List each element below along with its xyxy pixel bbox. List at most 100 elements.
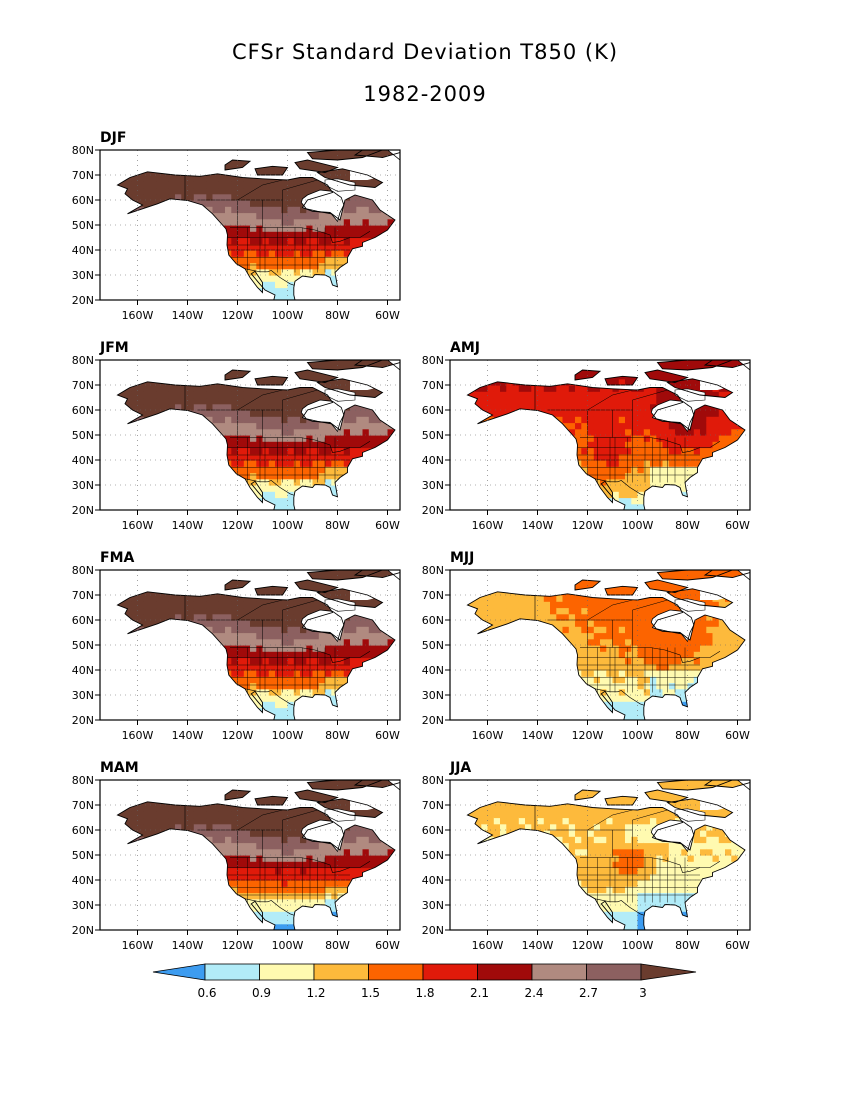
field-cell [262,256,270,264]
field-cell [268,218,276,226]
field-cell [618,422,626,430]
field-cell [318,150,326,157]
field-cell [237,193,245,201]
field-cell [131,175,139,182]
field-cell [275,695,282,702]
field-cell [256,391,264,399]
greenland [386,570,400,620]
field-cell [262,281,270,289]
field-cell [262,435,270,442]
field-cell [325,256,332,264]
field-cell [293,422,301,430]
field-cell [331,676,339,684]
field-cell [606,416,614,424]
field-cell [231,435,239,442]
field-cell [512,385,520,392]
field-cell [606,378,614,386]
field-cell [706,441,714,449]
field-cell [637,441,645,449]
y-tick-label: 70N [422,379,444,392]
field-cell [693,435,701,442]
field-cell [281,403,289,411]
field-cell [262,632,270,640]
field-cell [287,275,295,282]
field-cell [262,588,270,596]
field-cell [268,243,276,251]
field-cell [218,397,226,405]
field-cell [325,663,332,671]
greenland [386,150,400,200]
field-cell [275,422,282,430]
field-cell [337,150,345,157]
field-cell [343,447,351,455]
field-cell [256,688,264,696]
field-cell [331,682,339,690]
field-cell [262,626,270,634]
field-cell [275,193,282,201]
field-cell [306,243,314,251]
field-cell [143,175,151,182]
field-cell [287,682,295,690]
field-cell [625,435,632,442]
field-cell [256,435,264,442]
field-cell [643,428,651,436]
field-cell [287,626,295,634]
field-cell [150,193,157,201]
field-cell [243,441,251,449]
field-cell [337,441,345,449]
field-cell [312,397,320,405]
field-cell [356,626,364,634]
field-cell [287,453,295,461]
field-cell [550,391,557,399]
field-cell [275,378,282,386]
field-cell [243,472,251,480]
field-cell [375,422,382,430]
field-cell [625,410,632,417]
field-cell [293,250,301,257]
field-cell [493,403,501,411]
field-cell [256,607,264,615]
field-cell [218,206,226,214]
field-cell [237,435,245,442]
field-cell [293,435,301,442]
gridlines [450,360,750,510]
field-cell [693,410,701,417]
field-cell [381,150,389,157]
field-cell [656,372,664,380]
field-cell [600,460,607,467]
field-cell [256,262,264,270]
map-panel-djf: 160W 140W 120W 100W 80W 60W20N30N40N50N60N70N… [72,130,401,322]
field-cell [712,360,720,367]
field-cell [237,175,245,182]
field-cell [193,403,201,411]
field-cell [275,168,282,176]
field-cell [643,403,651,411]
field-cell [625,466,632,474]
x-tick-label: 120W [222,729,254,742]
field-cell [262,225,270,232]
field-cell [143,403,151,411]
field-cell [693,447,701,455]
field-cell [293,453,301,461]
field-cell [218,181,226,189]
field-cell [318,231,326,239]
field-cell [668,447,676,455]
field-cell [343,410,351,417]
field-cell [600,435,607,442]
field-cell [737,360,745,367]
field-cell [656,422,664,430]
field-cell [668,360,676,367]
field-cell [243,453,251,461]
field-cell [337,682,345,690]
field-cell [306,218,314,226]
field-cell [287,391,295,399]
field-cell [312,601,320,609]
field-cell [581,435,589,442]
field-cell [525,397,532,405]
field-cell [237,250,245,257]
field-cell [337,638,345,646]
field-cell [187,595,195,602]
field-cell [581,441,589,449]
field-cell [231,441,239,449]
field-cell [300,472,307,480]
